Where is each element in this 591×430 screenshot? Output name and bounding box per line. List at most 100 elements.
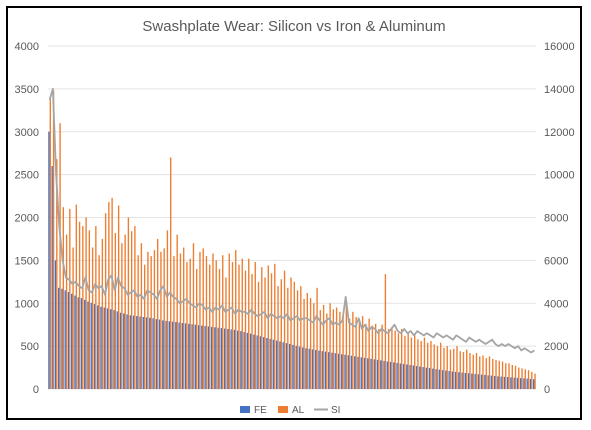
al-bar: [166, 230, 169, 389]
left-tick-label: 0: [33, 384, 39, 396]
al-bar: [176, 234, 178, 389]
fe-bar: [474, 373, 476, 389]
al-bar: [407, 332, 409, 389]
al-bar: [228, 253, 230, 389]
al-bar: [222, 255, 224, 389]
al-bar: [254, 262, 256, 389]
fe-bar: [487, 375, 489, 389]
fe-bar: [402, 363, 405, 389]
chart-svg: Swashplate Wear: Silicon vs Iron & Alumi…: [15, 18, 575, 416]
al-bar: [56, 159, 58, 389]
al-bar: [257, 281, 260, 389]
fe-bar: [445, 370, 447, 389]
al-bar: [361, 316, 364, 389]
al-bar: [192, 243, 195, 389]
al-bar: [270, 273, 273, 389]
al-bar: [329, 303, 331, 389]
fe-bar: [201, 325, 203, 389]
al-bar: [475, 352, 478, 389]
fe-bar: [210, 326, 213, 389]
al-bar: [296, 290, 299, 389]
fe-bar: [295, 345, 297, 389]
al-bar: [98, 255, 100, 389]
left-axis-ticks: 0 500 1000 1500 2000 2500 3000 3500 4000: [15, 41, 39, 396]
al-bar: [420, 340, 422, 389]
fe-bar: [256, 335, 258, 389]
al-bar: [326, 313, 328, 389]
gridlines: [48, 45, 536, 390]
al-bar: [72, 247, 74, 389]
fe-bar: [249, 333, 252, 389]
fe-bar: [399, 363, 401, 389]
al-bar: [479, 356, 481, 389]
fe-bar: [321, 351, 323, 389]
left-tick-label: 1000: [15, 298, 39, 310]
al-bar: [205, 256, 208, 389]
fe-bar: [217, 327, 219, 389]
fe-bar: [171, 321, 174, 389]
fe-bar: [289, 343, 291, 389]
fe-bar: [422, 367, 424, 389]
fe-bar: [409, 364, 411, 389]
left-tick-label: 4000: [15, 41, 39, 53]
al-bar: [319, 310, 322, 389]
al-bar: [313, 303, 315, 389]
fe-bar: [357, 356, 359, 389]
fe-bar: [48, 131, 50, 389]
al-bar: [179, 253, 182, 389]
fe-bar: [318, 350, 320, 389]
fe-bar: [308, 348, 310, 389]
fe-bars: [48, 131, 535, 389]
fe-bar: [71, 293, 73, 389]
fe-bar: [454, 371, 457, 389]
al-bar: [111, 197, 113, 389]
al-bar: [462, 352, 465, 389]
fe-bar: [373, 359, 375, 389]
al-bar: [199, 251, 201, 389]
fe-bar: [77, 297, 79, 389]
left-tick-label: 500: [21, 341, 39, 353]
fe-bar: [302, 347, 304, 389]
fe-bar: [337, 353, 340, 389]
al-bar: [95, 226, 97, 389]
fe-bar: [328, 352, 330, 389]
al-bar: [91, 247, 94, 389]
fe-bar: [204, 325, 206, 389]
fe-bar: [51, 166, 53, 389]
al-bar: [495, 359, 497, 389]
al-bar: [108, 202, 110, 389]
fe-bar: [506, 377, 509, 389]
al-bar: [277, 286, 279, 389]
al-bar: [518, 367, 520, 389]
fe-bar: [510, 377, 512, 389]
fe-bar: [67, 292, 70, 389]
al-bar: [433, 344, 435, 389]
fe-bar: [347, 355, 349, 389]
legend-al-label: AL: [292, 405, 305, 416]
left-tick-label: 3500: [15, 84, 39, 96]
al-bar: [355, 316, 357, 389]
al-bar: [189, 258, 191, 389]
al-bar: [186, 262, 188, 389]
al-bar: [316, 287, 318, 389]
al-bar: [453, 348, 455, 389]
al-bar: [62, 207, 65, 389]
fe-bar: [396, 362, 398, 389]
al-bar: [280, 279, 282, 389]
fe-bar: [448, 370, 450, 389]
fe-bar: [162, 320, 164, 389]
fe-bar: [194, 324, 197, 389]
right-tick-label: 12000: [544, 127, 575, 139]
legend-fe-swatch: [240, 406, 250, 413]
si-line: [48, 87, 535, 354]
fe-bar: [246, 332, 249, 389]
al-bar: [348, 318, 351, 389]
fe-bar: [87, 301, 89, 389]
al-bar: [306, 292, 309, 389]
al-bar: [352, 311, 354, 389]
fe-bar: [428, 368, 431, 389]
fe-bar: [441, 370, 444, 389]
fe-bar: [165, 320, 167, 389]
al-bar: [231, 262, 234, 389]
al-bar: [101, 238, 104, 389]
